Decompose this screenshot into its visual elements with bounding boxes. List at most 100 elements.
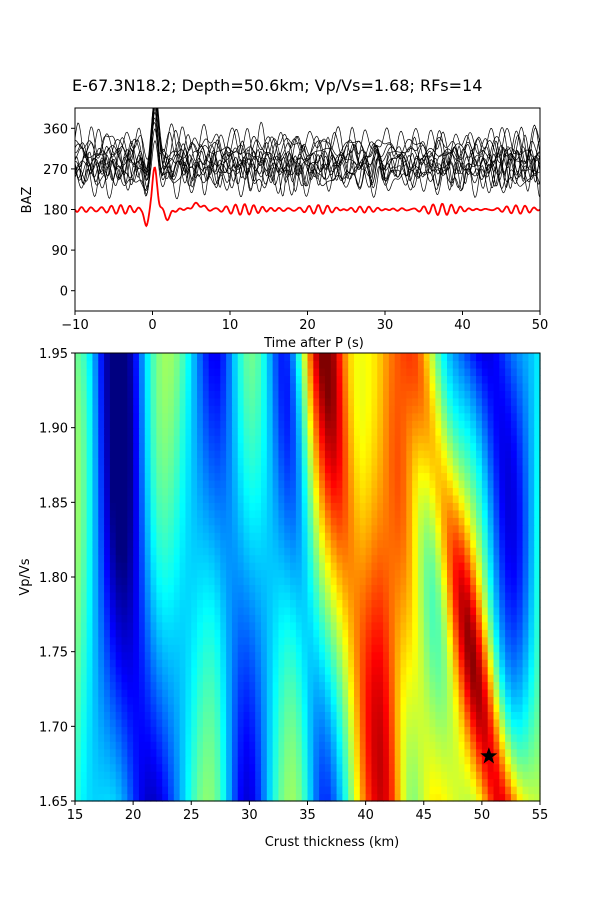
heatmap-cell <box>429 502 436 511</box>
heatmap-cell <box>150 390 157 399</box>
heatmap-cell <box>272 599 280 608</box>
heatmap-cell <box>417 405 425 414</box>
heatmap-cell <box>435 405 442 414</box>
heatmap-cell <box>121 621 128 630</box>
heatmap-cell <box>162 450 169 459</box>
heatmap-cell <box>417 636 425 645</box>
heatmap-cell <box>162 554 169 563</box>
heatmap-cell <box>92 748 99 757</box>
heatmap-cell <box>214 621 221 630</box>
heatmap-cell <box>516 778 524 787</box>
heatmap-cell <box>92 793 99 802</box>
heatmap-cell <box>406 659 413 668</box>
heatmap-cell <box>92 778 99 787</box>
heatmap-cell <box>138 651 146 660</box>
heatmap-cell <box>138 487 146 496</box>
heatmap-cell <box>510 711 518 720</box>
heatmap-cell <box>185 390 192 399</box>
heatmap-cell <box>80 703 88 712</box>
heatmap-cell <box>534 524 541 533</box>
heatmap-cell <box>295 741 303 750</box>
heatmap-cell <box>208 465 216 474</box>
heatmap-cell <box>226 442 233 451</box>
heatmap-cell <box>510 524 518 533</box>
heatmap-cell <box>359 674 367 683</box>
heatmap-cell <box>226 584 233 593</box>
heatmap-cell <box>394 771 402 780</box>
heatmap-cell <box>98 793 105 802</box>
heatmap-cell <box>441 786 448 795</box>
heatmap-cell <box>499 375 506 384</box>
heatmap-cell <box>313 659 320 668</box>
heatmap-cell <box>522 606 529 615</box>
heatmap-cell <box>156 427 163 436</box>
heatmap-cell <box>505 524 512 533</box>
heatmap-cell <box>470 502 477 511</box>
heatmap-cell <box>435 614 442 623</box>
heatmap-cell <box>138 450 146 459</box>
heatmap-cell <box>348 465 355 474</box>
heatmap-cell <box>452 435 460 444</box>
heatmap-cell <box>98 659 105 668</box>
heatmap-cell <box>92 562 99 571</box>
heatmap-cell <box>109 786 117 795</box>
heatmap-cell <box>400 763 407 772</box>
heatmap-cell <box>534 748 541 757</box>
heatmap-cell <box>150 651 157 660</box>
heatmap-cell <box>528 547 535 556</box>
heatmap-cell <box>516 435 524 444</box>
heatmap-cell <box>150 733 157 742</box>
heatmap-cell <box>144 457 152 466</box>
heatmap-cell <box>115 696 123 705</box>
heatmap-cell <box>115 629 123 638</box>
heatmap-cell <box>441 793 448 802</box>
heatmap-cell <box>231 360 239 369</box>
heatmap-cell <box>324 733 332 742</box>
heatmap-cell <box>470 793 477 802</box>
heatmap-cell <box>324 778 332 787</box>
heatmap-cell <box>80 584 88 593</box>
heatmap-cell <box>516 487 524 496</box>
heatmap-cell <box>179 554 187 563</box>
heatmap-cell <box>220 524 227 533</box>
heatmap-cell <box>226 397 233 406</box>
heatmap-cell <box>75 606 82 615</box>
heatmap-cell <box>365 390 373 399</box>
heatmap-cell <box>179 479 187 488</box>
heatmap-cell <box>336 599 343 608</box>
heatmap-cell <box>354 539 361 548</box>
heatmap-cell <box>400 681 407 690</box>
heatmap-cell <box>127 554 134 563</box>
heatmap-cell <box>400 375 407 384</box>
heatmap-cell <box>231 427 239 436</box>
heatmap-cell <box>231 696 239 705</box>
heatmap-cell <box>452 636 460 645</box>
heatmap-cell <box>92 614 99 623</box>
heatmap-cell <box>528 748 535 757</box>
heatmap-cell <box>528 696 535 705</box>
heatmap-cell <box>109 390 117 399</box>
heatmap-cell <box>313 353 320 362</box>
heatmap-cell <box>510 427 518 436</box>
heatmap-cell <box>261 756 268 765</box>
heatmap-cell <box>417 479 425 488</box>
heatmap-cell <box>278 554 285 563</box>
heatmap-cell <box>441 405 448 414</box>
heatmap-cell <box>412 696 419 705</box>
heatmap-cell <box>208 382 216 391</box>
heatmap-cell <box>516 741 524 750</box>
heatmap-cell <box>510 465 518 474</box>
heatmap-cell <box>98 502 105 511</box>
heatmap-cell <box>342 487 349 496</box>
heatmap-cell <box>476 457 483 466</box>
heatmap-cell <box>191 703 198 712</box>
heatmap-cell <box>150 577 157 586</box>
heatmap-cell <box>249 569 256 578</box>
heatmap-cell <box>278 629 285 638</box>
heatmap-cell <box>197 382 204 391</box>
heatmap-cell <box>127 479 134 488</box>
heatmap-cell <box>452 718 460 727</box>
heatmap-cell <box>133 569 140 578</box>
heatmap-cell <box>383 569 390 578</box>
heatmap-cell <box>464 666 471 675</box>
